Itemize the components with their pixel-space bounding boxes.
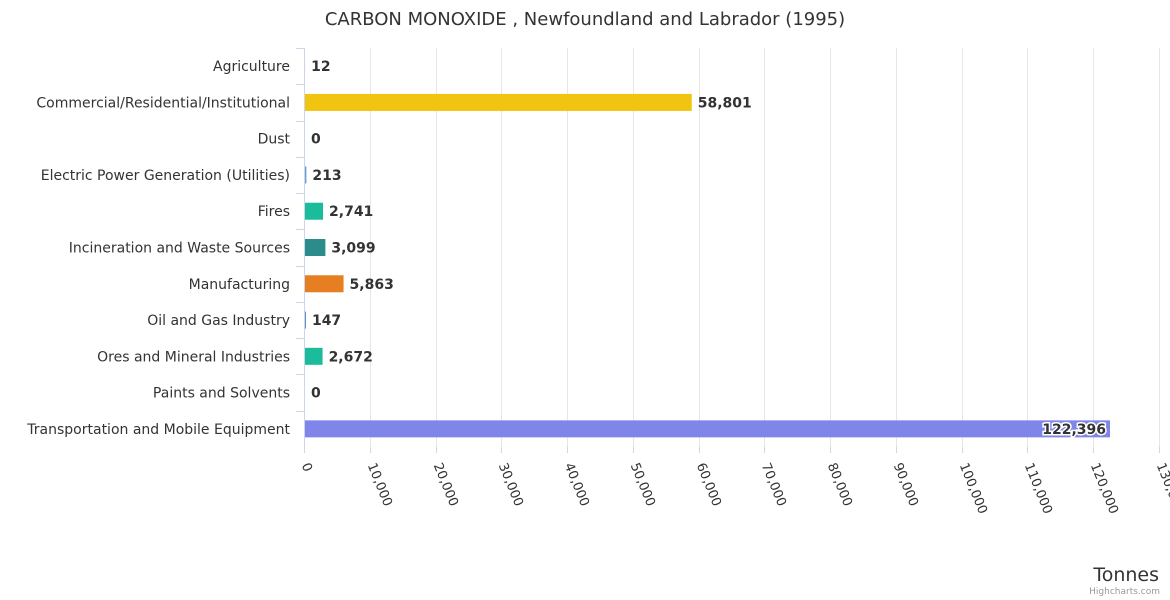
x-tick-label: 70,000 [758, 461, 789, 509]
data-label: 58,801 [698, 95, 752, 111]
x-tick-label: 80,000 [824, 461, 855, 509]
category-label: Transportation and Mobile Equipment [26, 422, 290, 438]
category-label: Incineration and Waste Sources [69, 241, 290, 257]
chart-title: CARBON MONOXIDE , Newfoundland and Labra… [325, 9, 845, 30]
data-label: 0 [311, 386, 321, 402]
x-tick-label: 30,000 [495, 461, 526, 509]
category-label: Dust [258, 132, 291, 148]
x-tick-label: 90,000 [890, 461, 921, 509]
data-label: 3,099 [331, 241, 375, 257]
x-tick-label: 0 [298, 461, 315, 474]
bars [305, 57, 1110, 438]
value-axis-title: Tonnes [1092, 564, 1159, 586]
x-tick-label: 10,000 [364, 461, 395, 509]
category-label: Oil and Gas Industry [147, 313, 290, 329]
bar [305, 420, 1110, 438]
bar [305, 275, 344, 293]
data-label: 5,863 [350, 277, 394, 293]
category-label: Commercial/Residential/Institutional [36, 95, 290, 111]
x-tick-label: 110,000 [1021, 461, 1055, 516]
data-label: 12 [311, 59, 330, 75]
x-tick-label: 130,000 [1153, 461, 1170, 516]
bar [305, 166, 307, 184]
axes [296, 48, 1160, 453]
category-label: Fires [258, 204, 290, 220]
category-label: Electric Power Generation (Utilities) [41, 168, 290, 184]
bar [305, 93, 692, 111]
data-label: 2,672 [329, 349, 373, 365]
category-labels: Agriculture Commercial/Residential/Instit… [26, 59, 290, 438]
data-label: 147 [312, 313, 341, 329]
bar [305, 202, 324, 220]
category-label: Ores and Mineral Industries [97, 349, 290, 365]
bar [305, 347, 323, 365]
data-label: 122,396 [1042, 422, 1106, 438]
data-labels: 12 58,801 0 213 2,741 3,099 5,863 147 2,672 0 122,… [311, 59, 1107, 439]
data-label: 0 [311, 132, 321, 148]
x-tick-label: 40,000 [561, 461, 592, 509]
x-tick-label: 50,000 [627, 461, 658, 509]
data-label: 2,741 [329, 204, 373, 220]
tick-labels: 0 10,000 20,000 30,000 40,000 50,000 60,000 70,… [298, 461, 1170, 516]
x-tick-label: 100,000 [956, 461, 990, 516]
credits-link[interactable]: Highcharts.com [1089, 587, 1160, 597]
grid-lines [370, 48, 1160, 447]
bar [305, 311, 306, 329]
category-label: Paints and Solvents [153, 386, 290, 402]
x-tick-label: 60,000 [693, 461, 724, 509]
category-label: Manufacturing [189, 277, 290, 293]
data-label: 213 [312, 168, 341, 184]
bar [305, 239, 326, 256]
category-label: Agriculture [213, 59, 290, 75]
x-tick-label: 120,000 [1087, 461, 1121, 516]
x-tick-label: 20,000 [430, 461, 461, 509]
